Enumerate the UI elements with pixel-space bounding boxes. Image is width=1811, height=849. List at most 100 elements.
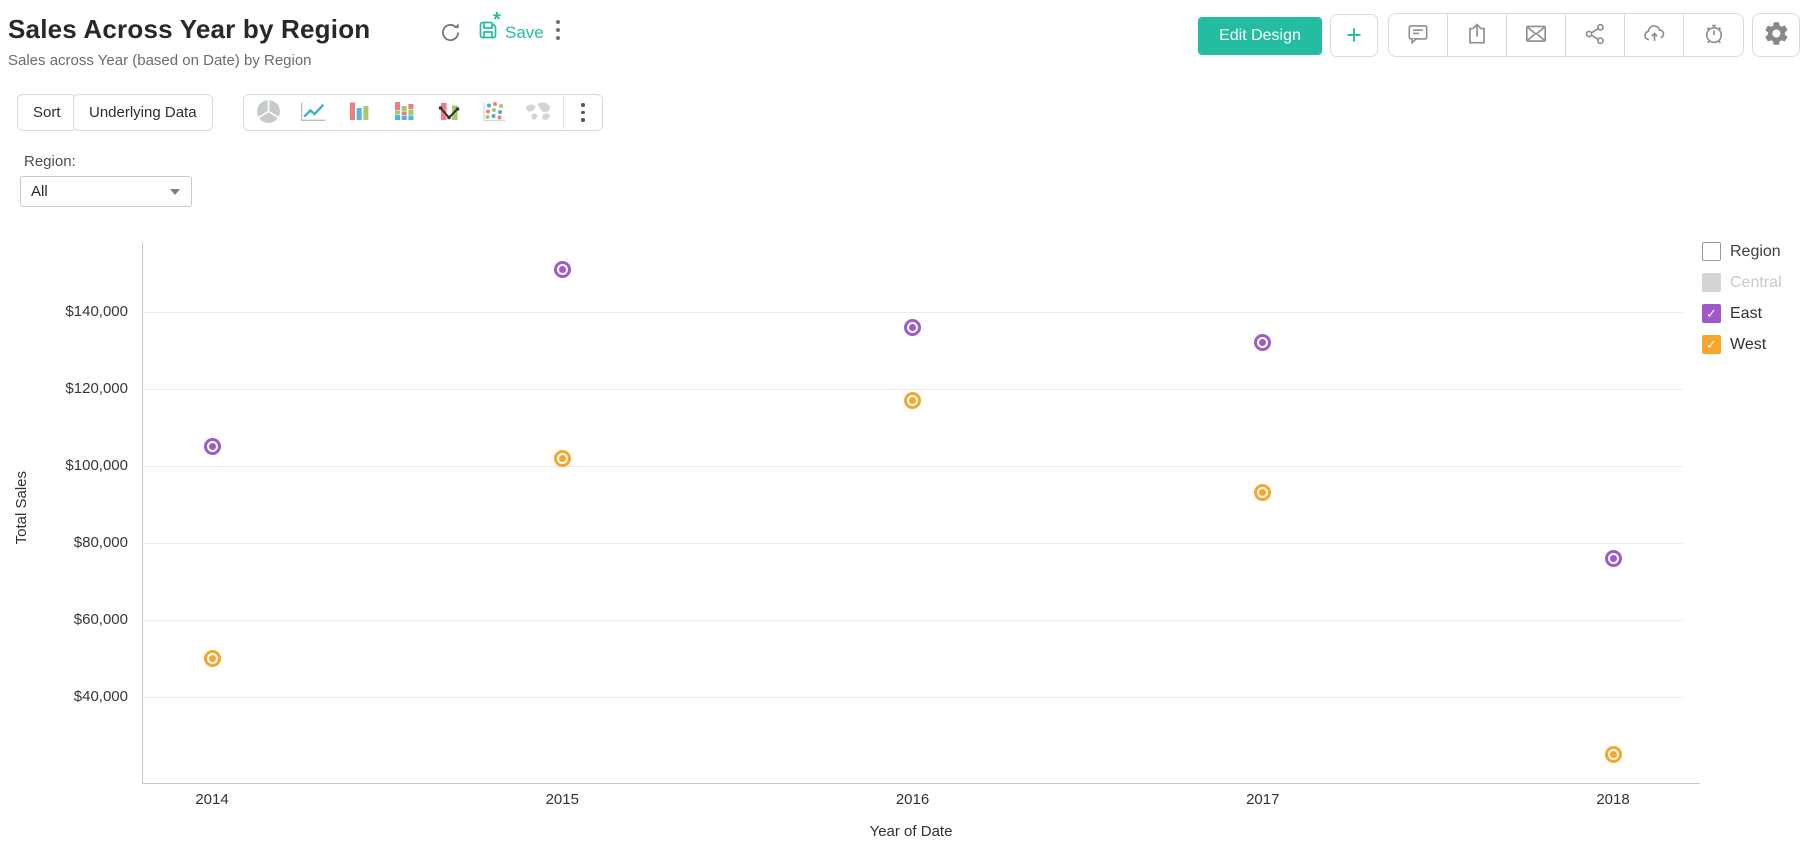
comment-icon — [1405, 21, 1431, 50]
share-button[interactable] — [1566, 14, 1625, 56]
stacked-bar-chart-icon — [391, 99, 417, 126]
alert-button[interactable] — [1684, 14, 1743, 56]
y-tick-label: $140,000 — [65, 303, 128, 321]
save-icon: * — [476, 9, 501, 47]
legend-label: Central — [1730, 273, 1782, 291]
export-icon — [1464, 21, 1490, 50]
chart-type-combo-button[interactable] — [426, 96, 471, 129]
pie-chart-icon — [255, 98, 282, 128]
scatter-point[interactable] — [904, 319, 921, 337]
scatter-chart-icon — [480, 99, 507, 127]
scatter-point-core — [1259, 489, 1267, 497]
scatter-point-core — [1259, 339, 1267, 347]
chart-type-line-button[interactable] — [291, 96, 336, 129]
header-action-group — [1388, 13, 1744, 57]
scatter-point[interactable] — [553, 261, 571, 279]
underlying-data-button[interactable]: Underlying Data — [73, 94, 213, 131]
scatter-point-core — [558, 454, 566, 462]
scatter-point-core — [909, 324, 916, 332]
chevron-down-icon — [170, 188, 180, 195]
x-tick-label: 2017 — [1246, 791, 1280, 808]
alarm-clock-icon — [1701, 21, 1727, 50]
scatter-point[interactable] — [1254, 334, 1272, 352]
legend-header-checkbox[interactable] — [1702, 242, 1721, 261]
scatter-point[interactable] — [553, 449, 571, 467]
gridline — [143, 312, 1683, 314]
scatter-point[interactable] — [203, 649, 221, 667]
save-button[interactable]: * Save — [476, 9, 544, 47]
combo-chart-icon — [436, 99, 462, 126]
scatter-point-core — [558, 266, 566, 274]
region-filter-label: Region: — [24, 153, 76, 170]
x-tick-label: 2018 — [1596, 791, 1630, 808]
chart-type-map-button[interactable] — [516, 96, 561, 129]
sort-button[interactable]: Sort — [17, 94, 77, 131]
x-tick-label: 2015 — [545, 791, 579, 808]
comment-button[interactable] — [1389, 14, 1448, 56]
cloud-upload-icon — [1641, 20, 1668, 50]
chart-type-stacked-bar-button[interactable] — [381, 96, 426, 129]
region-filter-dropdown[interactable]: All — [20, 176, 192, 207]
gridline — [143, 696, 1683, 698]
scatter-point-core — [208, 654, 216, 662]
export-button[interactable] — [1448, 14, 1507, 56]
x-tick-label: 2014 — [195, 791, 229, 808]
edit-design-button[interactable]: Edit Design — [1198, 17, 1322, 55]
y-tick-label: $100,000 — [65, 456, 128, 474]
chart-legend: Region Central ✓ East ✓ West — [1702, 236, 1782, 360]
toolbar-divider — [563, 96, 564, 129]
scatter-point[interactable] — [1254, 484, 1272, 502]
chart-type-scatter-button[interactable] — [471, 96, 516, 129]
scatter-point[interactable] — [1604, 549, 1622, 567]
y-tick-label: $120,000 — [65, 380, 128, 398]
x-axis-line — [142, 783, 1700, 784]
publish-button[interactable] — [1625, 14, 1684, 56]
chart-type-bar-button[interactable] — [336, 96, 381, 129]
share-icon — [1582, 21, 1608, 50]
add-button[interactable]: + — [1330, 14, 1378, 57]
chart-type-toolbar — [243, 94, 603, 131]
page-subtitle: Sales across Year (based on Date) by Reg… — [8, 52, 312, 69]
gear-icon — [1763, 20, 1790, 50]
legend-title: Region — [1730, 242, 1781, 260]
header-more-button[interactable] — [556, 20, 560, 40]
gridline — [143, 465, 1683, 467]
bar-chart-icon — [346, 99, 372, 126]
scatter-point[interactable] — [203, 438, 221, 456]
refresh-icon — [438, 20, 463, 48]
x-axis-title: Year of Date — [869, 823, 953, 840]
legend-checkbox[interactable] — [1702, 273, 1721, 292]
more-vert-icon — [581, 103, 585, 122]
legend-checkbox[interactable]: ✓ — [1702, 304, 1721, 323]
scatter-point-core — [909, 397, 916, 405]
page-title: Sales Across Year by Region — [8, 14, 371, 44]
legend-checkbox[interactable]: ✓ — [1702, 335, 1721, 354]
legend-item-east[interactable]: ✓ East — [1702, 298, 1782, 329]
legend-item-west[interactable]: ✓ West — [1702, 329, 1782, 360]
email-button[interactable] — [1507, 14, 1566, 56]
scatter-point-core — [1609, 554, 1617, 562]
y-tick-label: $80,000 — [73, 533, 128, 551]
chart-type-pie-button[interactable] — [246, 96, 291, 129]
y-tick-label: $60,000 — [73, 610, 128, 628]
x-tick-label: 2016 — [895, 791, 930, 808]
settings-button[interactable] — [1752, 13, 1800, 57]
scatter-point-core — [208, 443, 216, 451]
scatter-point-core — [1609, 750, 1617, 758]
more-vert-icon — [556, 20, 560, 40]
email-icon — [1523, 21, 1549, 50]
legend-header[interactable]: Region — [1702, 236, 1782, 267]
region-filter-value: All — [31, 183, 48, 200]
legend-item-central[interactable]: Central — [1702, 267, 1782, 298]
refresh-button[interactable] — [438, 20, 463, 48]
chart-type-more-button[interactable] — [566, 96, 600, 129]
legend-label: West — [1730, 335, 1767, 353]
scatter-point[interactable] — [904, 392, 921, 410]
gridline — [143, 389, 1683, 391]
y-axis-line — [142, 243, 143, 783]
save-label: Save — [505, 22, 544, 42]
save-star-icon: * — [493, 9, 501, 31]
gridline — [143, 542, 1683, 544]
scatter-point[interactable] — [1604, 745, 1622, 763]
map-chart-icon — [523, 100, 554, 125]
